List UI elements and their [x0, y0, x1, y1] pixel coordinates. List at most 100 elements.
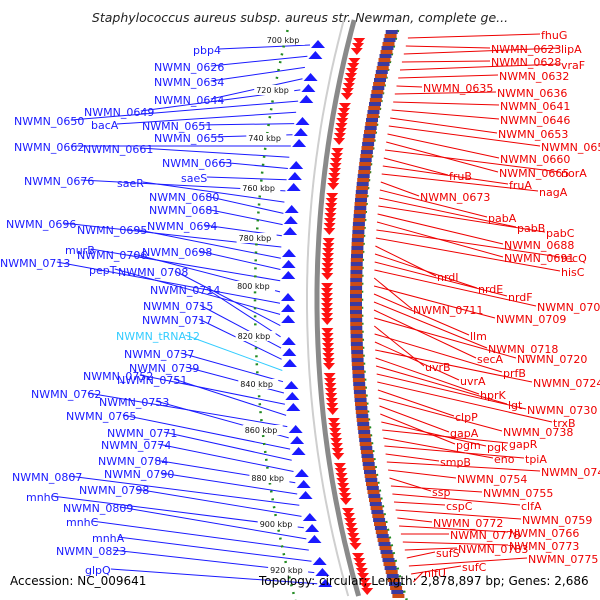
right-gene-label[interactable]: NWMN_0691	[504, 252, 574, 265]
left-gene-label[interactable]: NWMN_0753	[99, 396, 169, 409]
right-gene-label[interactable]: clfA	[521, 500, 542, 513]
left-gene-label[interactable]: pepT	[89, 264, 117, 277]
left-gene-label[interactable]: NWMN_0774	[101, 439, 171, 452]
left-gene-label[interactable]: NWMN_0762	[31, 388, 101, 401]
left-gene-label[interactable]: NWMN_0739	[129, 362, 199, 375]
left-gene-label[interactable]: pbp4	[193, 44, 221, 57]
left-gene-label[interactable]: NWMN_0681	[149, 204, 219, 217]
left-gene-label[interactable]: NWMN_0809	[63, 502, 133, 515]
left-gene-label[interactable]: NWMN_0807	[12, 471, 82, 484]
right-gene-label[interactable]: NWMN_0766	[509, 527, 579, 540]
left-gene-label[interactable]: NWMN_0694	[147, 220, 217, 233]
left-gene-label[interactable]: mnhG	[26, 491, 59, 504]
left-gene-label[interactable]: NWMN_0651	[142, 120, 212, 133]
left-gene-label[interactable]: NWMN_0771	[107, 427, 177, 440]
right-gene-label[interactable]: hisC	[561, 266, 585, 279]
left-gene-label[interactable]: NWMN_0698	[142, 246, 212, 259]
right-gene-label[interactable]: NWMN_0738	[503, 426, 573, 439]
right-gene-label[interactable]: NWMN_0660	[500, 153, 570, 166]
right-gene-label[interactable]: pabB	[517, 222, 545, 235]
right-gene-label[interactable]: pgk	[487, 441, 508, 454]
left-gene-label[interactable]: NWMN_0676	[24, 175, 94, 188]
right-gene-label[interactable]: sufC	[462, 561, 487, 574]
left-gene-label[interactable]: NWMN_0663	[162, 157, 232, 170]
right-gene-label[interactable]: NWMN_0773	[509, 540, 579, 553]
left-gene-label[interactable]: NWMN_0661	[83, 143, 153, 156]
right-gene-label[interactable]: NWMN_0759	[522, 514, 592, 527]
right-gene-label[interactable]: NWMN_0646	[500, 114, 570, 127]
left-gene-label[interactable]: NWMN_0662	[14, 141, 84, 154]
right-gene-label[interactable]: hprK	[480, 389, 506, 402]
right-gene-label[interactable]: norA	[561, 167, 587, 180]
left-gene-label[interactable]: NWMN_0626	[154, 61, 224, 74]
right-gene-label[interactable]: NWMN_0775	[528, 553, 598, 566]
right-gene-label[interactable]: trxB	[553, 417, 576, 430]
right-gene-label[interactable]: secA	[477, 353, 504, 366]
right-gene-label[interactable]: NWMN_0636	[497, 87, 567, 100]
right-gene-label[interactable]: NWMN_0718	[488, 343, 558, 356]
right-gene-label[interactable]: NWMN_0635	[423, 82, 493, 95]
right-gene-label[interactable]: nrdE	[478, 283, 503, 296]
right-gene-label[interactable]: llm	[470, 330, 487, 343]
left-gene-label[interactable]: glpQ	[85, 564, 111, 577]
right-gene-label[interactable]: NWMN_0709	[496, 313, 566, 326]
right-gene-label[interactable]: prfB	[503, 367, 526, 380]
right-gene-label[interactable]: nrdI	[437, 271, 459, 284]
left-gene-label[interactable]: saeR	[117, 177, 144, 190]
left-gene-label[interactable]: NWMN_0715	[143, 300, 213, 313]
left-gene-label[interactable]: NWMN_0798	[79, 484, 149, 497]
right-gene-label[interactable]: gapA	[450, 427, 479, 440]
right-gene-label[interactable]: eno	[494, 453, 515, 466]
left-gene-label[interactable]: NWMN_0634	[154, 76, 224, 89]
right-gene-label[interactable]: recQ	[561, 252, 587, 265]
right-gene-label[interactable]: NWMN_0711	[413, 304, 483, 317]
left-gene-label[interactable]: NWMN_0765	[66, 410, 136, 423]
left-gene-label[interactable]: NWMN_0751	[117, 374, 187, 387]
right-gene-label[interactable]: lgt	[508, 399, 523, 412]
right-gene-label[interactable]: NWMN_0772	[433, 517, 503, 530]
left-gene-label[interactable]: murB	[65, 244, 95, 257]
right-gene-label[interactable]: uvrA	[460, 375, 486, 388]
left-gene-label[interactable]: NWMN_0714	[150, 284, 220, 297]
right-gene-label[interactable]: NWMN_0783	[458, 543, 528, 556]
right-gene-label[interactable]: fruA	[509, 179, 532, 192]
left-gene-label[interactable]: NWMN_0737	[124, 348, 194, 361]
right-gene-label[interactable]: smpB	[440, 456, 471, 469]
left-gene-label[interactable]: NWMN_0790	[104, 468, 174, 481]
right-gene-label[interactable]: NWMN_0702	[537, 301, 600, 314]
left-gene-label[interactable]: NWMN_0695	[77, 224, 147, 237]
right-gene-label[interactable]: vraF	[561, 59, 585, 72]
right-gene-label[interactable]: nrdF	[508, 291, 533, 304]
left-gene-label[interactable]: NWMN_0655	[154, 132, 224, 145]
left-gene-label[interactable]: NWMN_0706	[77, 249, 147, 262]
right-gene-label[interactable]: pabC	[546, 227, 575, 240]
right-gene-label[interactable]: NWMN_0746	[541, 466, 600, 479]
left-gene-label[interactable]: NWMN_0644	[154, 94, 224, 107]
right-gene-label[interactable]: lipA	[561, 43, 582, 56]
right-gene-label[interactable]: NWMN_0778	[450, 529, 520, 542]
right-gene-label[interactable]: NWMN_0632	[499, 70, 569, 83]
right-gene-label[interactable]: NWMN_0656	[541, 141, 600, 154]
left-gene-label[interactable]: NWMN_tRNA12	[116, 330, 200, 343]
right-gene-label[interactable]: NWMN_0623	[491, 43, 561, 56]
right-gene-label[interactable]: gapR	[509, 438, 538, 451]
right-gene-label[interactable]: uvrB	[425, 361, 451, 374]
left-gene-label[interactable]: NWMN_0784	[98, 455, 168, 468]
right-gene-label[interactable]: nagA	[539, 186, 568, 199]
right-gene-label[interactable]: NWMN_0755	[483, 487, 553, 500]
left-gene-label[interactable]: NWMN_0823	[56, 545, 126, 558]
left-gene-label[interactable]: bacA	[91, 119, 119, 132]
right-gene-label[interactable]: fhuG	[541, 29, 567, 42]
right-gene-label[interactable]: NWMN_0688	[504, 239, 574, 252]
right-gene-label[interactable]: clpP	[455, 411, 478, 424]
right-gene-label[interactable]: NWMN_0730	[527, 404, 597, 417]
right-gene-label[interactable]: pabA	[488, 212, 517, 225]
left-gene-label[interactable]: NWMN_0752	[83, 370, 153, 383]
left-gene-label[interactable]: NWMN_0717	[142, 314, 212, 327]
right-gene-label[interactable]: NWMN_0665	[499, 167, 569, 180]
right-gene-label[interactable]: NWMN_0628	[491, 56, 561, 69]
right-gene-label[interactable]: NWMN_0673	[420, 191, 490, 204]
right-gene-label[interactable]: sufS	[436, 547, 460, 560]
right-gene-label[interactable]: fruB	[449, 170, 472, 183]
right-gene-label[interactable]: nifU	[424, 567, 446, 580]
